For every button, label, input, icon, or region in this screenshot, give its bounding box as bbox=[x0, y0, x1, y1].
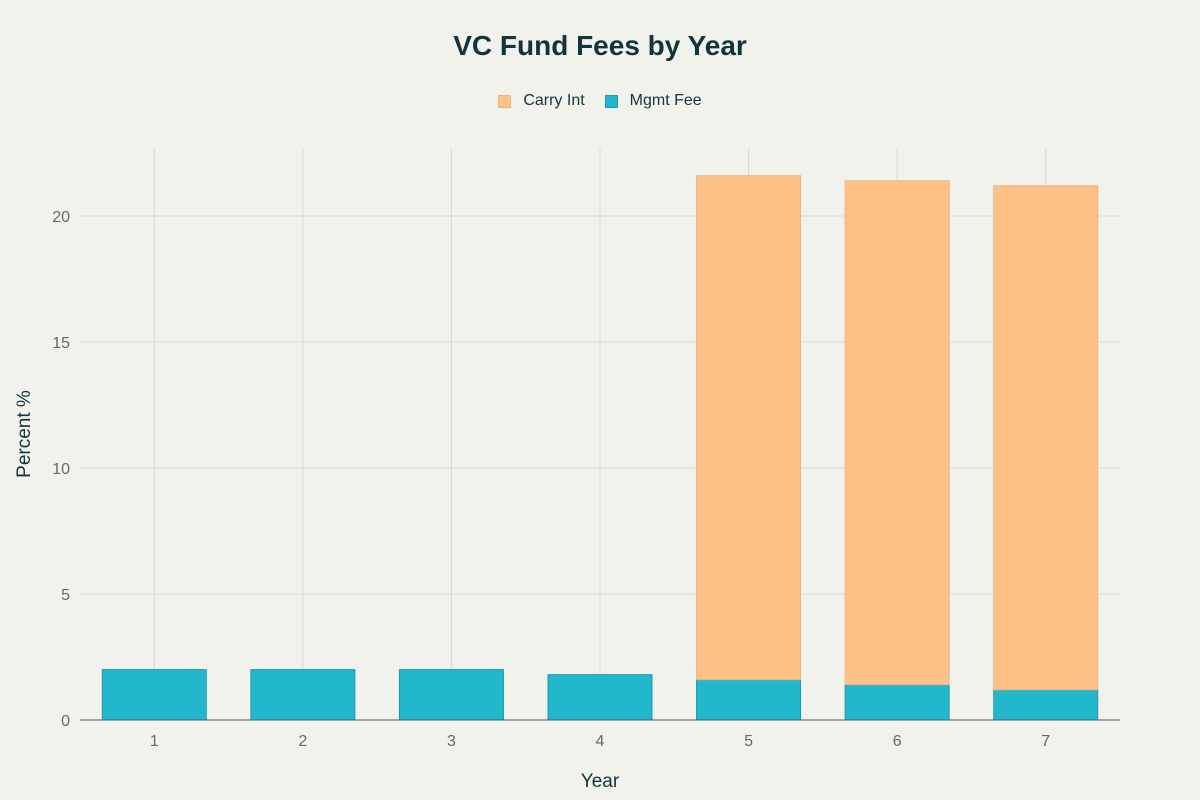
x-tick-label: 7 bbox=[1041, 733, 1050, 750]
chart-legend: Carry Int Mgmt Fee bbox=[0, 92, 1200, 110]
bar-carry-int-7 bbox=[993, 185, 1099, 691]
y-tick-label: 15 bbox=[52, 335, 70, 352]
legend-swatch bbox=[498, 94, 512, 108]
bar-mgmt-fee-4 bbox=[547, 674, 653, 721]
legend-label: Mgmt Fee bbox=[629, 92, 702, 109]
bar-carry-int-5 bbox=[696, 175, 802, 681]
bar-mgmt-fee-5 bbox=[696, 679, 802, 721]
x-tick-label: 4 bbox=[596, 733, 605, 750]
bar-mgmt-fee-2 bbox=[250, 669, 356, 721]
legend-label: Carry Int bbox=[523, 92, 585, 109]
bar-mgmt-fee-1 bbox=[101, 669, 207, 721]
chart-title: VC Fund Fees by Year bbox=[453, 30, 747, 61]
y-tick-label: 10 bbox=[52, 461, 70, 478]
bar-carry-int-6 bbox=[844, 180, 950, 686]
y-tick-label: 5 bbox=[61, 587, 70, 604]
y-tick-label: 0 bbox=[61, 713, 70, 730]
x-tick-label: 2 bbox=[298, 733, 307, 750]
legend-item-carry-int[interactable]: Carry Int bbox=[498, 92, 585, 110]
y-tick-label: 20 bbox=[52, 209, 70, 226]
x-tick-label: 1 bbox=[150, 733, 159, 750]
bar-mgmt-fee-6 bbox=[844, 684, 950, 721]
bar-mgmt-fee-7 bbox=[993, 689, 1099, 721]
y-axis-title: Percent % bbox=[14, 390, 35, 478]
x-tick-label: 5 bbox=[744, 733, 753, 750]
x-axis-title: Year bbox=[581, 771, 620, 792]
bar-mgmt-fee-3 bbox=[398, 669, 504, 721]
x-tick-label: 6 bbox=[893, 733, 902, 750]
legend-item-mgmt-fee[interactable]: Mgmt Fee bbox=[604, 92, 702, 110]
legend-swatch bbox=[604, 94, 618, 108]
x-tick-label: 3 bbox=[447, 733, 456, 750]
